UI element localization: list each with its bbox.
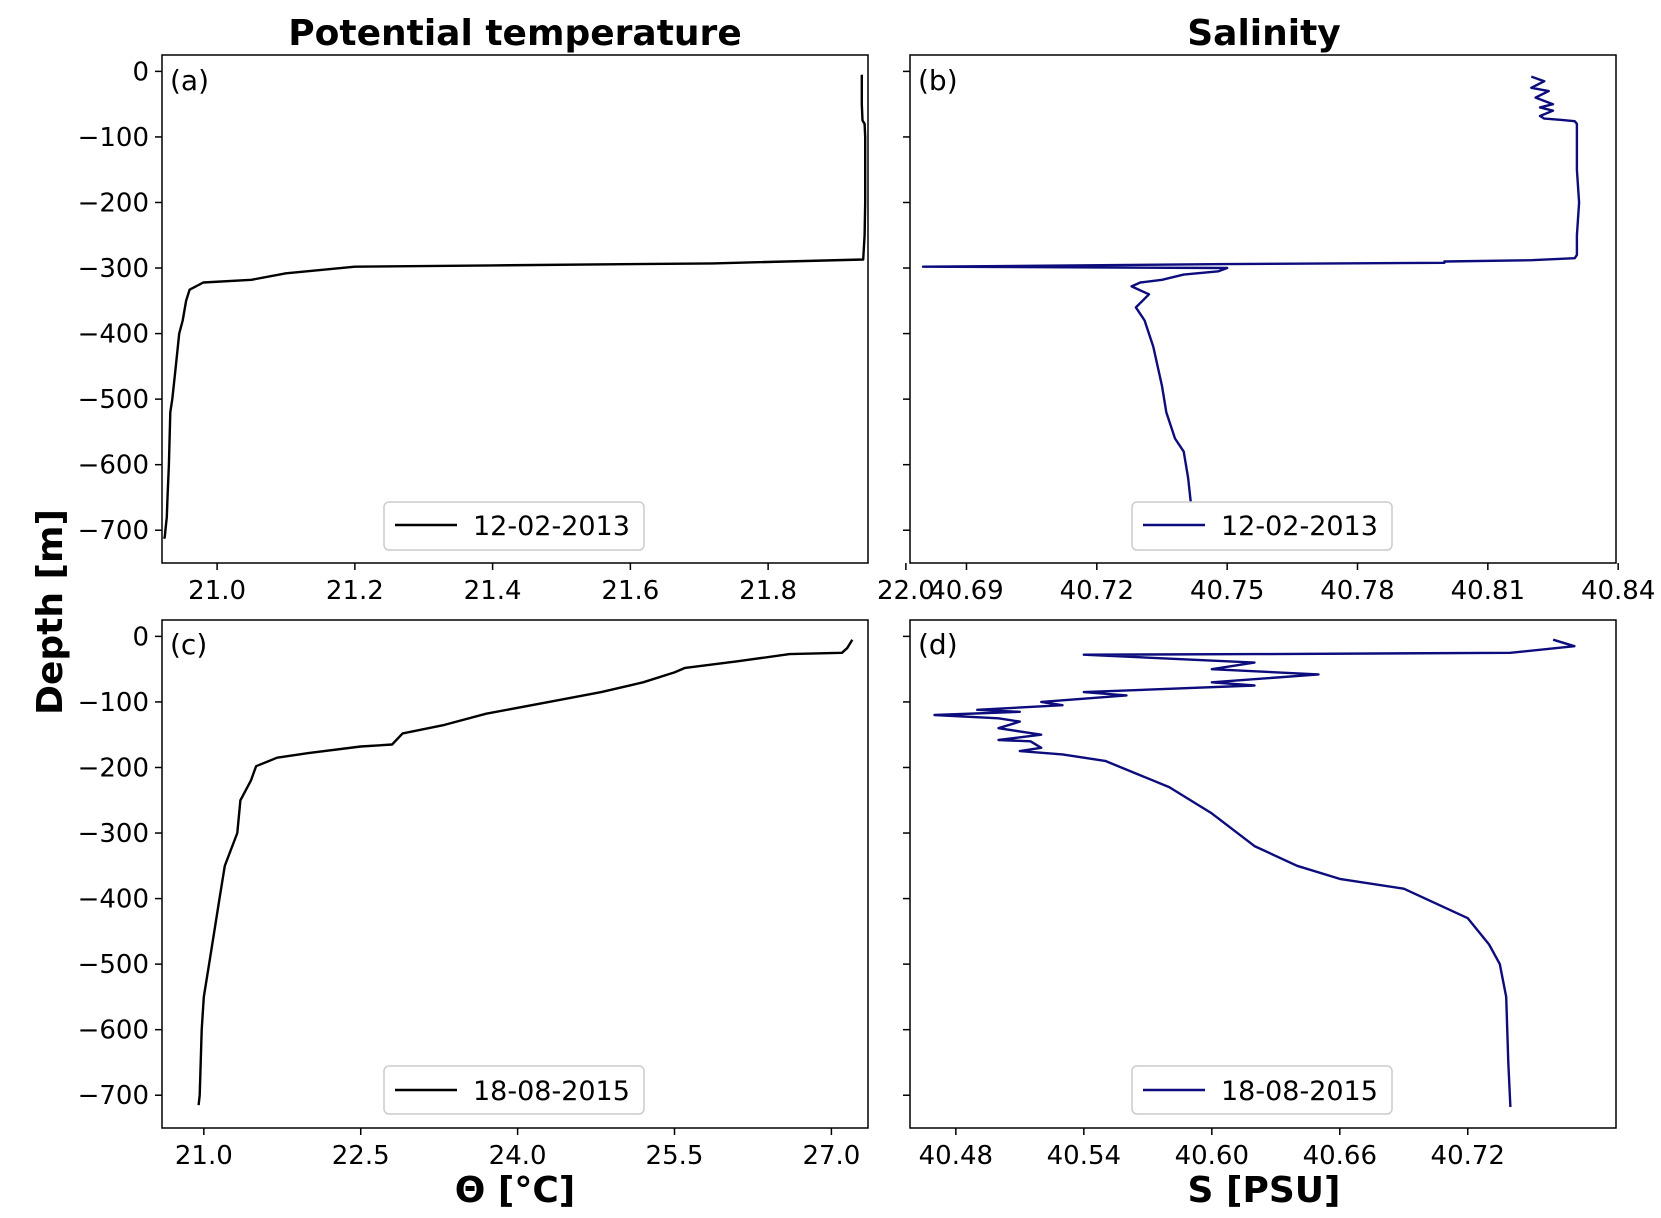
plot-frame xyxy=(909,619,1617,1129)
x-tick-label: 40.69 xyxy=(929,576,1003,606)
x-tick-label: 40.66 xyxy=(1303,1141,1377,1171)
panel-label-b: (b) xyxy=(918,64,958,97)
legend-label: 12-02-2013 xyxy=(1221,511,1378,542)
x-tick-label: 22.5 xyxy=(332,1141,390,1171)
x-tick-label: 40.81 xyxy=(1451,576,1525,606)
x-tick-label: 21.8 xyxy=(739,576,797,606)
x-axis-label-temperature: Θ [°C] xyxy=(455,1170,575,1211)
x-tick-label: 22.0 xyxy=(877,576,935,606)
panel-label-d: (d) xyxy=(918,628,958,661)
y-tick-label: −200 xyxy=(78,753,149,783)
x-tick-label: 40.78 xyxy=(1320,576,1394,606)
x-tick-label: 27.0 xyxy=(802,1141,860,1171)
tick-group: 21.0 21.2 21.4 21.6 21.8 22.0 0 −100 −200 −300 −40… xyxy=(78,57,935,606)
y-tick-label: −400 xyxy=(78,320,149,350)
series-line-18-08-2015 xyxy=(933,638,1576,1108)
legend: 12-02-2013 xyxy=(383,501,645,551)
legend-box xyxy=(1131,1065,1393,1115)
y-tick-label: −500 xyxy=(78,950,149,980)
y-tick-label: −600 xyxy=(78,451,149,481)
y-tick-label: −100 xyxy=(78,688,149,718)
panel-b: 40.69 40.72 40.75 40.78 40.81 40.84 (b) 12-02… xyxy=(903,54,1655,606)
legend: 12-02-2013 xyxy=(1131,501,1393,551)
y-tick-label: 0 xyxy=(132,622,149,652)
plot-frame xyxy=(161,54,869,564)
column-title-salinity: Salinity xyxy=(1187,13,1341,54)
y-tick-label: −600 xyxy=(78,1016,149,1046)
tick-group: 21.0 22.5 24.0 25.5 27.0 0 −100 −200 −300 −400 −50… xyxy=(78,622,861,1171)
series-line-12-02-2013 xyxy=(162,74,867,540)
legend-box xyxy=(383,1065,645,1115)
legend-label: 18-08-2015 xyxy=(473,1076,630,1107)
y-tick-label: −400 xyxy=(78,885,149,915)
x-tick-label: 24.0 xyxy=(489,1141,547,1171)
panel-label-c: (c) xyxy=(170,628,207,661)
x-tick-label: 21.0 xyxy=(175,1141,233,1171)
x-tick-label: 21.2 xyxy=(326,576,384,606)
y-tick-label: −200 xyxy=(78,188,149,218)
tick-group: 40.69 40.72 40.75 40.78 40.81 40.84 xyxy=(903,70,1655,606)
x-tick-label: 21.0 xyxy=(188,576,246,606)
shared-y-axis-label: Depth [m] xyxy=(30,509,71,715)
x-tick-label: 40.84 xyxy=(1581,576,1655,606)
plot-frame xyxy=(161,619,869,1129)
panel-c: 21.0 22.5 24.0 25.5 27.0 0 −100 −200 −300 −400 −50… xyxy=(78,619,869,1211)
series-line-12-02-2013 xyxy=(921,75,1581,539)
x-tick-label: 21.4 xyxy=(464,576,522,606)
panel-a: 21.0 21.2 21.4 21.6 21.8 22.0 0 −100 −200 −300 −40… xyxy=(78,54,935,606)
x-axis-label-salinity: S [PSU] xyxy=(1188,1170,1341,1211)
x-tick-label: 21.6 xyxy=(601,576,659,606)
column-title-temperature: Potential temperature xyxy=(288,13,741,54)
y-tick-label: −100 xyxy=(78,123,149,153)
legend-label: 12-02-2013 xyxy=(473,511,630,542)
legend-box xyxy=(383,501,645,551)
y-tick-label: −700 xyxy=(78,1081,149,1111)
y-tick-label: −500 xyxy=(78,385,149,415)
legend: 18-08-2015 xyxy=(1131,1065,1393,1115)
x-tick-label: 40.72 xyxy=(1431,1141,1505,1171)
panel-label-a: (a) xyxy=(170,64,209,97)
y-tick-label: −300 xyxy=(78,254,149,284)
x-tick-label: 25.5 xyxy=(646,1141,704,1171)
plot-frame xyxy=(909,54,1617,564)
x-tick-label: 40.48 xyxy=(919,1141,993,1171)
legend-box xyxy=(1131,501,1393,551)
legend-label: 18-08-2015 xyxy=(1221,1076,1378,1107)
x-tick-label: 40.72 xyxy=(1060,576,1134,606)
y-tick-label: −700 xyxy=(78,516,149,546)
legend: 18-08-2015 xyxy=(383,1065,645,1115)
y-tick-label: 0 xyxy=(132,57,149,87)
x-tick-label: 40.54 xyxy=(1047,1141,1121,1171)
x-tick-label: 40.60 xyxy=(1175,1141,1249,1171)
x-tick-label: 40.75 xyxy=(1190,576,1264,606)
series-line-18-08-2015 xyxy=(197,639,854,1106)
tick-group: 40.48 40.54 40.60 40.66 40.72 xyxy=(903,635,1505,1171)
panel-d: 40.48 40.54 40.60 40.66 40.72 (d) 18-08-2015… xyxy=(903,619,1617,1211)
y-tick-label: −300 xyxy=(78,819,149,849)
